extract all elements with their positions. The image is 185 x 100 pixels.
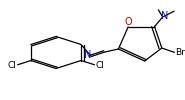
- Text: N: N: [161, 11, 169, 21]
- Text: Br: Br: [175, 48, 185, 57]
- Text: N: N: [84, 50, 92, 60]
- Text: O: O: [125, 17, 132, 27]
- Text: Cl: Cl: [95, 61, 104, 70]
- Text: Cl: Cl: [8, 61, 17, 70]
